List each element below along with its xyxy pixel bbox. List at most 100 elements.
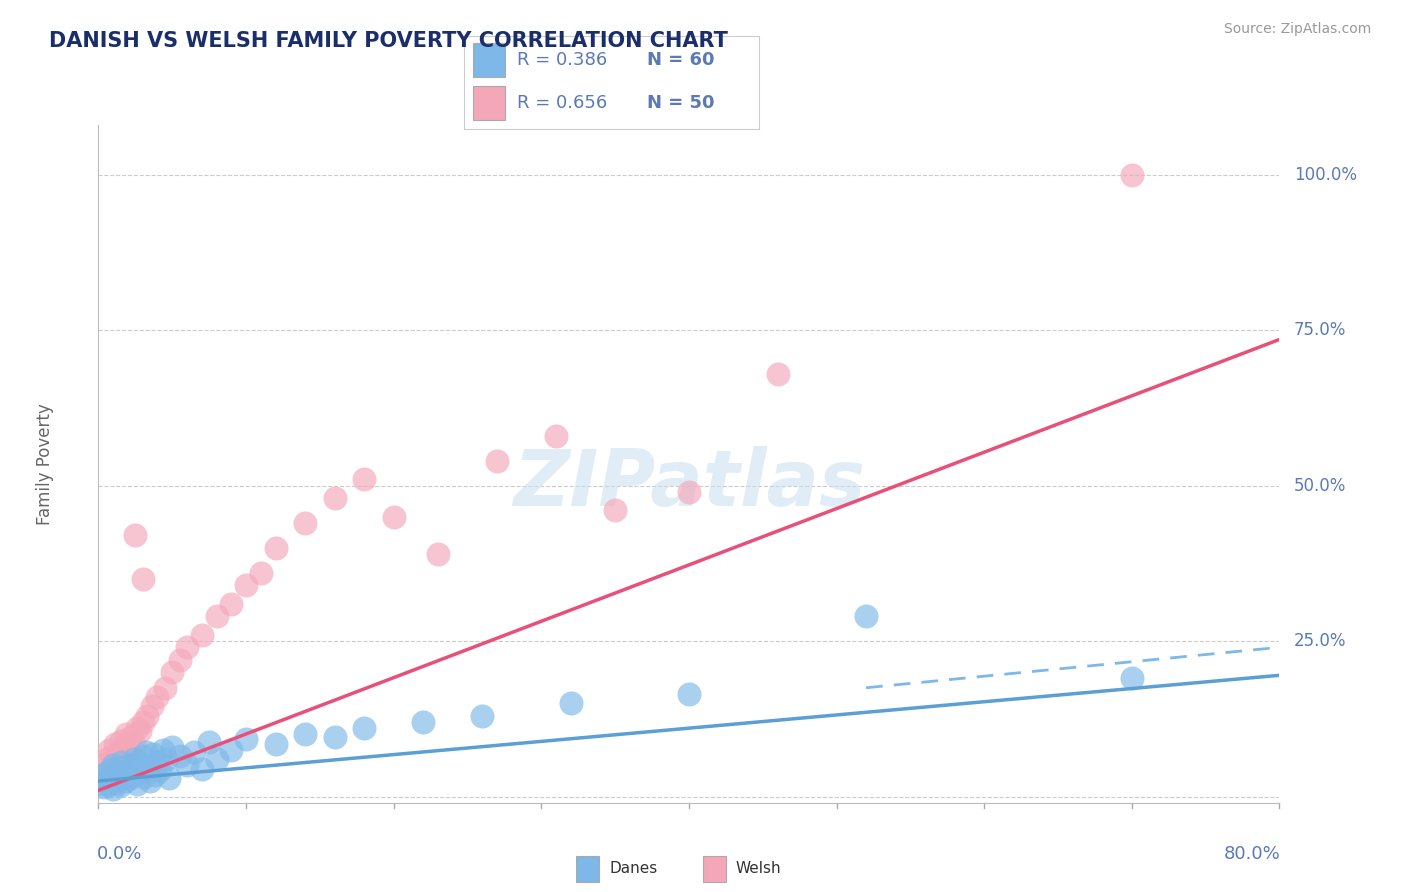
Point	[176, 640, 198, 655]
Point	[96, 764, 118, 779]
Point	[162, 665, 183, 680]
Point	[127, 754, 149, 768]
Text: ZIPatlas: ZIPatlas	[513, 446, 865, 522]
Point	[122, 752, 145, 766]
Point	[117, 745, 139, 759]
Point	[323, 491, 346, 505]
Point	[90, 771, 112, 785]
Point	[176, 758, 198, 772]
Point	[191, 628, 214, 642]
Text: Welsh: Welsh	[735, 862, 782, 876]
Point	[132, 714, 155, 729]
Point	[486, 454, 509, 468]
Point	[98, 771, 121, 785]
Point	[115, 766, 138, 780]
Point	[264, 541, 287, 555]
Point	[104, 737, 127, 751]
Text: N = 50: N = 50	[647, 94, 714, 112]
Point	[93, 780, 115, 795]
Point	[128, 724, 150, 739]
Point	[219, 743, 242, 757]
Point	[97, 743, 120, 757]
Point	[96, 764, 118, 779]
Point	[97, 778, 120, 792]
Point	[110, 733, 132, 747]
Point	[91, 768, 114, 782]
Point	[136, 708, 159, 723]
Point	[103, 758, 125, 772]
Point	[205, 752, 228, 766]
Text: Source: ZipAtlas.com: Source: ZipAtlas.com	[1223, 22, 1371, 37]
Text: 75.0%: 75.0%	[1294, 321, 1346, 339]
Point	[235, 732, 257, 747]
Point	[219, 597, 242, 611]
Point	[124, 762, 146, 776]
Point	[121, 768, 143, 782]
Point	[124, 528, 146, 542]
Point	[766, 367, 789, 381]
Point	[323, 731, 346, 745]
Point	[122, 737, 145, 751]
Bar	[703, 855, 725, 882]
Text: 0.0%: 0.0%	[97, 845, 142, 863]
Point	[605, 503, 627, 517]
Point	[135, 745, 157, 759]
Point	[134, 770, 156, 784]
Point	[205, 609, 228, 624]
Point	[114, 751, 136, 765]
Point	[157, 771, 180, 785]
Point	[132, 749, 155, 764]
Text: 50.0%: 50.0%	[1294, 476, 1346, 494]
Point	[90, 777, 112, 791]
Point	[152, 743, 174, 757]
Point	[112, 760, 135, 774]
Point	[169, 653, 191, 667]
Point	[155, 752, 177, 766]
Point	[162, 739, 183, 754]
Point	[560, 696, 582, 710]
Point	[114, 774, 136, 789]
Point	[108, 764, 131, 778]
Point	[100, 749, 122, 764]
Point	[125, 721, 148, 735]
Text: 25.0%: 25.0%	[1294, 632, 1346, 650]
Point	[117, 764, 139, 778]
Point	[104, 776, 127, 790]
Point	[678, 484, 700, 499]
Point	[112, 739, 135, 754]
Point	[382, 509, 405, 524]
Point	[678, 687, 700, 701]
Text: Family Poverty: Family Poverty	[37, 403, 55, 524]
Point	[198, 735, 221, 749]
Point	[111, 770, 134, 784]
Text: 100.0%: 100.0%	[1294, 166, 1357, 184]
Point	[353, 472, 375, 486]
Point	[183, 745, 205, 759]
Point	[412, 714, 434, 729]
Point	[141, 699, 163, 714]
Point	[108, 756, 131, 770]
Point	[142, 747, 165, 762]
Point	[294, 516, 316, 530]
Point	[149, 764, 172, 778]
Point	[103, 782, 125, 797]
Text: 80.0%: 80.0%	[1223, 845, 1281, 863]
Point	[250, 566, 273, 580]
Point	[128, 766, 150, 780]
Point	[98, 768, 121, 782]
Point	[1121, 168, 1143, 182]
Point	[427, 547, 450, 561]
Point	[169, 749, 191, 764]
Point	[125, 777, 148, 791]
Text: DANISH VS WELSH FAMILY POVERTY CORRELATION CHART: DANISH VS WELSH FAMILY POVERTY CORRELATI…	[49, 31, 728, 51]
Text: R = 0.656: R = 0.656	[517, 94, 607, 112]
FancyBboxPatch shape	[472, 43, 505, 77]
Point	[146, 756, 169, 770]
Point	[105, 766, 128, 780]
Point	[100, 762, 122, 776]
Point	[855, 609, 877, 624]
Point	[294, 727, 316, 741]
Point	[138, 760, 160, 774]
Point	[120, 731, 142, 745]
Point	[107, 746, 129, 760]
